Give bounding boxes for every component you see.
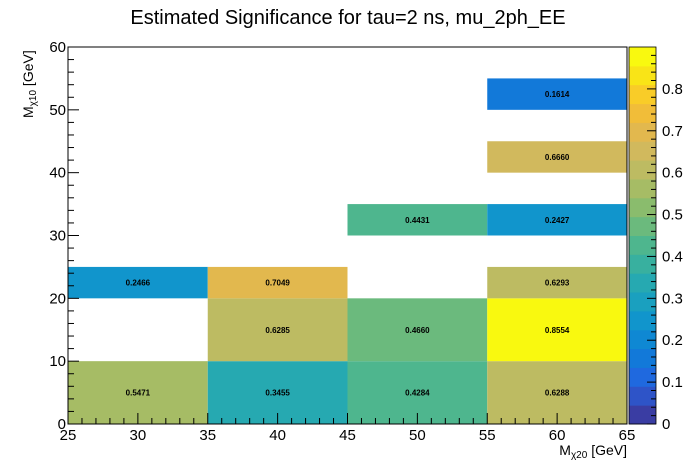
x-tick-label: 60 bbox=[549, 427, 566, 444]
x-tick-label: 30 bbox=[130, 427, 147, 444]
x-tick-label: 45 bbox=[339, 427, 356, 444]
colorbar-swatch bbox=[629, 141, 656, 161]
heatmap-cell-10 bbox=[347, 204, 488, 236]
x-axis-title-main: M bbox=[559, 442, 571, 458]
cell-value-label: 0.6288 bbox=[545, 389, 570, 398]
y-axis-title-subscript: χ10 bbox=[28, 90, 39, 107]
colorbar-swatch bbox=[629, 197, 656, 218]
cell-value-label: 0.6293 bbox=[545, 279, 570, 288]
heatmap-cell-7 bbox=[68, 266, 208, 299]
cell-value-label: 0.4284 bbox=[405, 389, 430, 398]
colorbar-swatch bbox=[629, 160, 656, 180]
colorbar-swatch bbox=[629, 273, 656, 293]
colorbar-swatch bbox=[629, 178, 656, 199]
colorbar-swatch bbox=[629, 386, 656, 406]
x-tick-label: 65 bbox=[619, 427, 636, 444]
cell-value-label: 0.5471 bbox=[126, 389, 151, 398]
colorbar-tick-label: 0.6 bbox=[662, 165, 683, 182]
colorbar-swatch bbox=[629, 47, 656, 67]
heatmap-cell-13 bbox=[487, 78, 627, 110]
colorbar-tick-label: 0.4 bbox=[662, 248, 683, 265]
heatmap-cell-9 bbox=[487, 266, 627, 299]
y-tick-label: 0 bbox=[58, 416, 66, 433]
y-tick-label: 40 bbox=[49, 165, 66, 182]
x-tick-label: 50 bbox=[409, 427, 426, 444]
colorbar-swatch bbox=[629, 405, 656, 425]
y-tick-label: 60 bbox=[49, 39, 66, 56]
cell-value-label: 0.3455 bbox=[265, 389, 290, 398]
colorbar-tick-label: 0.2 bbox=[662, 332, 683, 349]
colorbar-swatch bbox=[629, 292, 656, 312]
heatmap-cell-5 bbox=[347, 298, 488, 362]
heatmap-cell-6 bbox=[487, 298, 627, 362]
colorbar-swatch bbox=[629, 254, 656, 274]
colorbar-swatch bbox=[629, 348, 656, 368]
colorbar-swatch bbox=[629, 329, 656, 350]
x-tick-label: 35 bbox=[199, 427, 216, 444]
heatmap-cell-8 bbox=[207, 266, 348, 299]
heatmap-cell-4 bbox=[207, 298, 348, 362]
colorbar-swatch bbox=[629, 122, 656, 142]
x-axis-title-subscript: χ20 bbox=[571, 450, 588, 461]
heatmap-cells: 0.5471 0.3455 0.4284 0.6288 0.6285 0.4660 0.85… bbox=[68, 78, 627, 424]
y-axis-title: Mχ10 [GeV] bbox=[20, 50, 39, 118]
cell-value-label: 0.8554 bbox=[545, 326, 570, 335]
cell-value-label: 0.6285 bbox=[265, 326, 290, 335]
x-tick-label: 55 bbox=[479, 427, 496, 444]
y-tick-label: 10 bbox=[49, 353, 66, 370]
colorbar-tick-label: 0.7 bbox=[662, 123, 683, 140]
x-axis-title-unit: [GeV] bbox=[587, 442, 627, 458]
cell-value-label: 0.4431 bbox=[405, 216, 430, 225]
x-tick-label: 40 bbox=[269, 427, 286, 444]
colorbar-swatch bbox=[629, 216, 656, 236]
colorbar-tick-label: 0.1 bbox=[662, 374, 683, 391]
heatmap-cell-12 bbox=[487, 141, 627, 173]
colorbar-tick-label: 0.5 bbox=[662, 207, 683, 224]
heatmap-cell-11 bbox=[487, 204, 627, 236]
colorbar-tick-label: 0.3 bbox=[662, 290, 683, 307]
chart-title: Estimated Significance for tau=2 ns, mu_… bbox=[130, 7, 565, 29]
colorbar-swatch bbox=[629, 65, 656, 86]
y-tick-label: 30 bbox=[49, 228, 66, 245]
colorbar-tick-label: 0 bbox=[662, 416, 670, 433]
colorbar-tick-label: 0.8 bbox=[662, 81, 683, 98]
cell-value-label: 0.6660 bbox=[545, 153, 570, 162]
color-scale-bar: 0 0.1 0.2 0.3 0.4 0.5 0.6 0.7 0.8 bbox=[628, 46, 683, 433]
colorbar-swatch bbox=[629, 367, 656, 387]
y-axis-title-unit: [GeV] bbox=[20, 50, 36, 90]
y-tick-label: 20 bbox=[49, 290, 66, 307]
colorbar-swatch bbox=[629, 310, 656, 331]
x-axis-title: Mχ20 [GeV] bbox=[559, 442, 627, 461]
colorbar-swatch bbox=[629, 235, 656, 255]
cell-value-label: 0.2427 bbox=[545, 216, 570, 225]
cell-value-label: 0.2466 bbox=[126, 279, 151, 288]
y-tick-label: 50 bbox=[49, 102, 66, 119]
colorbar-swatch bbox=[629, 84, 656, 105]
plot-axes: 25 30 35 40 45 50 55 60 65 0 10 20 30 40 50 60 bbox=[49, 39, 635, 444]
x-tick-label: 25 bbox=[60, 427, 77, 444]
colorbar-frame bbox=[628, 46, 657, 425]
y-axis-title-main: M bbox=[20, 106, 36, 118]
cell-value-label: 0.4660 bbox=[405, 326, 430, 335]
cell-value-label: 0.7049 bbox=[265, 279, 290, 288]
colorbar-swatch bbox=[629, 103, 656, 123]
cell-value-label: 0.1614 bbox=[545, 90, 570, 99]
